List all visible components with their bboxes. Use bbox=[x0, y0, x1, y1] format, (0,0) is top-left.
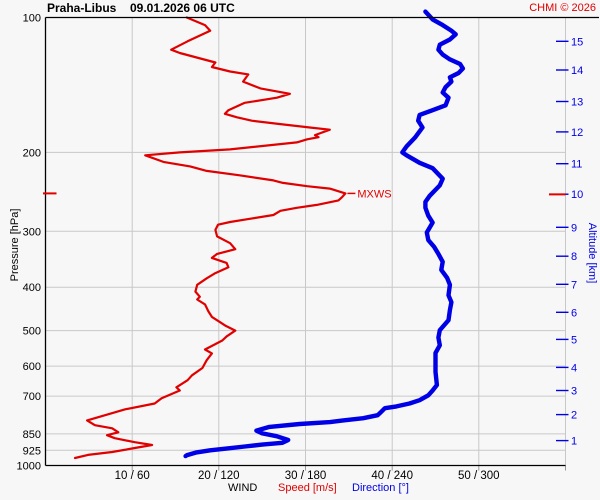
legend-wind: WIND bbox=[228, 482, 258, 494]
speed-curve bbox=[73, 16, 347, 460]
altitude-tick-label: 11 bbox=[571, 159, 582, 171]
mxws-label: MXWS bbox=[357, 188, 391, 200]
pressure-tick-label: 500 bbox=[23, 326, 41, 338]
pressure-axis-title: Pressure [hPa] bbox=[9, 208, 21, 282]
altitude-tick-label: 2 bbox=[571, 410, 577, 422]
pressure-tick-label: 200 bbox=[23, 147, 41, 159]
pressure-tick-label: 600 bbox=[23, 361, 41, 373]
wind-tick-label: 20 / 120 bbox=[198, 470, 240, 482]
altitude-tick-label: 14 bbox=[571, 65, 583, 77]
datetime-title: 09.01.2026 06 UTC bbox=[130, 1, 235, 15]
legend-direction: Direction [°] bbox=[352, 482, 409, 494]
pressure-tick-label: 400 bbox=[23, 282, 41, 294]
wind-tick-label: 40 / 240 bbox=[371, 470, 413, 482]
station-title: Praha-Libus bbox=[47, 1, 117, 15]
altitude-tick-label: 9 bbox=[571, 222, 577, 234]
altitude-tick-label: 12 bbox=[571, 127, 583, 139]
pressure-tick-label: 1000 bbox=[17, 461, 41, 473]
pressure-tick-label: 100 bbox=[23, 13, 41, 25]
altitude-axis-title: Altitude [km] bbox=[586, 222, 598, 284]
pressure-tick-label: 700 bbox=[23, 391, 41, 403]
altitude-tick-label: 10 bbox=[571, 189, 583, 201]
wind-tick-label: 10 / 60 bbox=[115, 470, 150, 482]
copyright-label: CHMI © 2026 bbox=[529, 2, 596, 14]
altitude-tick-label: 6 bbox=[571, 307, 577, 319]
legend-speed: Speed [m/s] bbox=[278, 482, 337, 494]
wind-tick-label: 50 / 300 bbox=[458, 470, 500, 482]
altitude-tick-label: 8 bbox=[571, 251, 577, 263]
pressure-tick-label: 925 bbox=[23, 445, 41, 457]
wind-tick-label: 30 / 180 bbox=[285, 470, 327, 482]
pressure-tick-label: 850 bbox=[23, 429, 41, 441]
altitude-tick-label: 15 bbox=[571, 36, 583, 48]
pressure-tick-label: 300 bbox=[23, 226, 41, 238]
altitude-tick-label: 5 bbox=[571, 334, 577, 346]
direction-curve bbox=[183, 9, 466, 459]
altitude-tick-label: 13 bbox=[571, 97, 583, 109]
altitude-tick-label: 3 bbox=[571, 386, 577, 398]
altitude-tick-label: 7 bbox=[571, 279, 577, 291]
altitude-tick-label: 4 bbox=[571, 362, 577, 374]
altitude-tick-label: 1 bbox=[571, 436, 577, 448]
